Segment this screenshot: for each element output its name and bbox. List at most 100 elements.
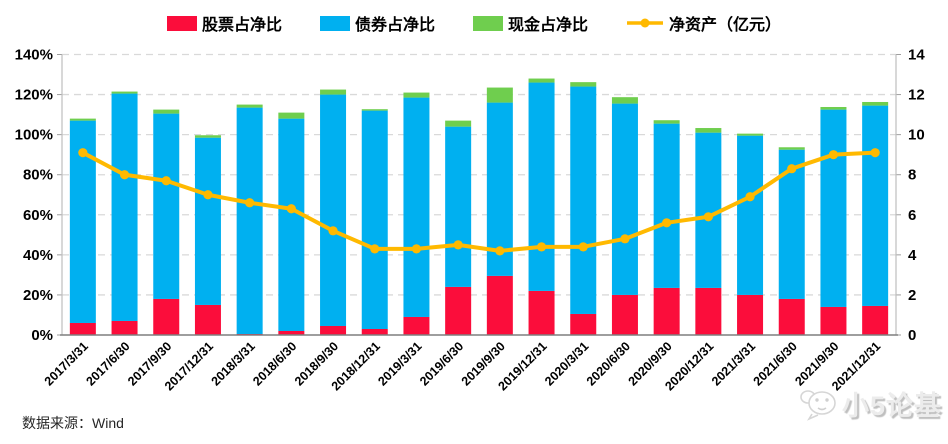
net-asset-line-point (578, 242, 588, 252)
right-axis-tick-label: 0 (908, 327, 916, 344)
left-axis-tick-label: 120% (15, 87, 53, 104)
bar-segment-stock (737, 294, 764, 335)
bar-segment-cash (820, 106, 847, 110)
net-asset-line-point (245, 198, 255, 208)
chart-legend: 股票占净比 债券占净比 现金占净比 净资产（亿元） (0, 8, 948, 38)
bar-segment-cash (320, 89, 347, 95)
bar-segment-cash (486, 87, 513, 103)
bar-segment-cash (361, 109, 388, 111)
net-asset-line-point (411, 244, 422, 254)
net-asset-line-point (495, 246, 505, 256)
bar-segment-cash (236, 104, 263, 108)
net-asset-line (80, 150, 878, 253)
x-axis-label: 2020/6/30 (584, 339, 633, 388)
bar-segment-cash (611, 97, 638, 104)
right-axis-tick-label: 12 (908, 87, 925, 104)
x-axis-label: 2018/3/31 (209, 339, 258, 388)
bar-segment-cash (570, 82, 597, 87)
bar-segment-stock (361, 328, 388, 335)
bar-segment-stock (445, 286, 472, 335)
net-asset-line-point (453, 240, 463, 250)
net-asset-line-point (536, 242, 547, 252)
bar-segment-bond (570, 86, 597, 314)
legend-label-bond: 债券占净比 (354, 17, 435, 34)
net-asset-line-point (370, 244, 380, 254)
bar-segment-bond (820, 109, 847, 307)
line-marker-icon (627, 18, 664, 28)
x-axis-label: 2017/6/30 (83, 339, 132, 388)
x-axis-label: 2017/3/31 (42, 339, 91, 388)
bar-segment-bond (361, 110, 388, 329)
bar-segment-bond (153, 113, 180, 299)
net-asset-line-point (787, 164, 797, 174)
bar-segment-cash (445, 120, 472, 127)
net-asset-line-point (662, 218, 672, 228)
right-axis-tick-label: 10 (908, 127, 925, 144)
bar-segment-bond (528, 82, 555, 291)
x-axis-label: 2020/3/31 (542, 339, 591, 388)
left-axis-tick-label: 140% (15, 47, 53, 64)
stock-legend-swatch-icon (166, 15, 197, 31)
bar-segment-stock (194, 304, 221, 335)
bar-segment-stock (403, 316, 430, 335)
bar-segment-cash (695, 128, 722, 133)
bar-segment-bond (403, 97, 430, 317)
x-axis-label: 2019/3/31 (375, 339, 424, 388)
x-axis-label: 2019/6/30 (417, 339, 466, 388)
left-axis-tick-label: 20% (23, 287, 53, 304)
left-axis-tick-label: 60% (23, 207, 53, 224)
net-asset-line-point (286, 204, 296, 214)
bar-segment-cash (153, 109, 180, 114)
net-asset-line-point (119, 170, 130, 180)
bar-segment-stock (69, 322, 96, 335)
bond-legend-swatch-icon (319, 15, 350, 31)
left-axis-tick-label: 0% (31, 327, 53, 344)
bar-segment-stock (153, 298, 180, 335)
bar-segment-cash (778, 147, 805, 150)
bar-segment-bond (278, 118, 305, 331)
x-axis-label: 2021/3/31 (709, 339, 758, 388)
right-axis-tick-label: 14 (908, 47, 925, 64)
legend-item-cash: 现金占净比 (473, 11, 588, 35)
bar-segment-stock (862, 305, 889, 335)
x-axis-label: 2021/6/30 (751, 339, 800, 388)
bar-segment-bond (111, 93, 138, 321)
legend-item-stock: 股票占净比 (166, 11, 282, 35)
right-axis-tick-label: 6 (908, 207, 916, 224)
legend-item-net-asset: 净资产（亿元） (626, 11, 781, 35)
bar-segment-bond (695, 132, 722, 288)
bar-segment-bond (445, 126, 472, 287)
net-asset-line-point (828, 150, 839, 160)
right-axis-tick-label: 2 (908, 287, 916, 304)
bar-segment-bond (611, 103, 638, 295)
bar-segment-stock (320, 325, 347, 335)
bar-segment-bond (320, 94, 347, 326)
bar-segment-stock (695, 287, 722, 335)
legend-label-net-asset: 净资产（亿元） (669, 17, 782, 34)
bar-segment-cash (403, 92, 430, 98)
bar-segment-cash (111, 91, 138, 94)
bar-segment-cash (278, 112, 305, 119)
net-asset-line-point (703, 212, 713, 222)
bar-segment-cash (737, 133, 764, 136)
left-axis-tick-label: 40% (23, 247, 53, 264)
bar-segment-cash (653, 120, 680, 124)
bar-segment-bond (737, 135, 764, 295)
bar-segment-stock (111, 320, 138, 335)
bar-segment-cash (528, 78, 555, 83)
legend-label-cash: 现金占净比 (508, 17, 589, 34)
bar-segment-bond (194, 137, 221, 305)
net-asset-line-point (161, 176, 171, 186)
bar-segment-cash (862, 101, 889, 106)
left-axis-tick-label: 100% (15, 127, 53, 144)
net-asset-line-point (870, 148, 880, 158)
bar-segment-stock (653, 287, 680, 335)
legend-label-stock: 股票占净比 (201, 17, 282, 34)
net-asset-line-point (203, 190, 213, 200)
bar-segment-cash (69, 118, 96, 121)
bar-segment-bond (236, 107, 263, 334)
net-asset-line-point (620, 234, 630, 244)
bar-segment-bond (862, 105, 889, 306)
bar-segment-stock (820, 306, 847, 335)
